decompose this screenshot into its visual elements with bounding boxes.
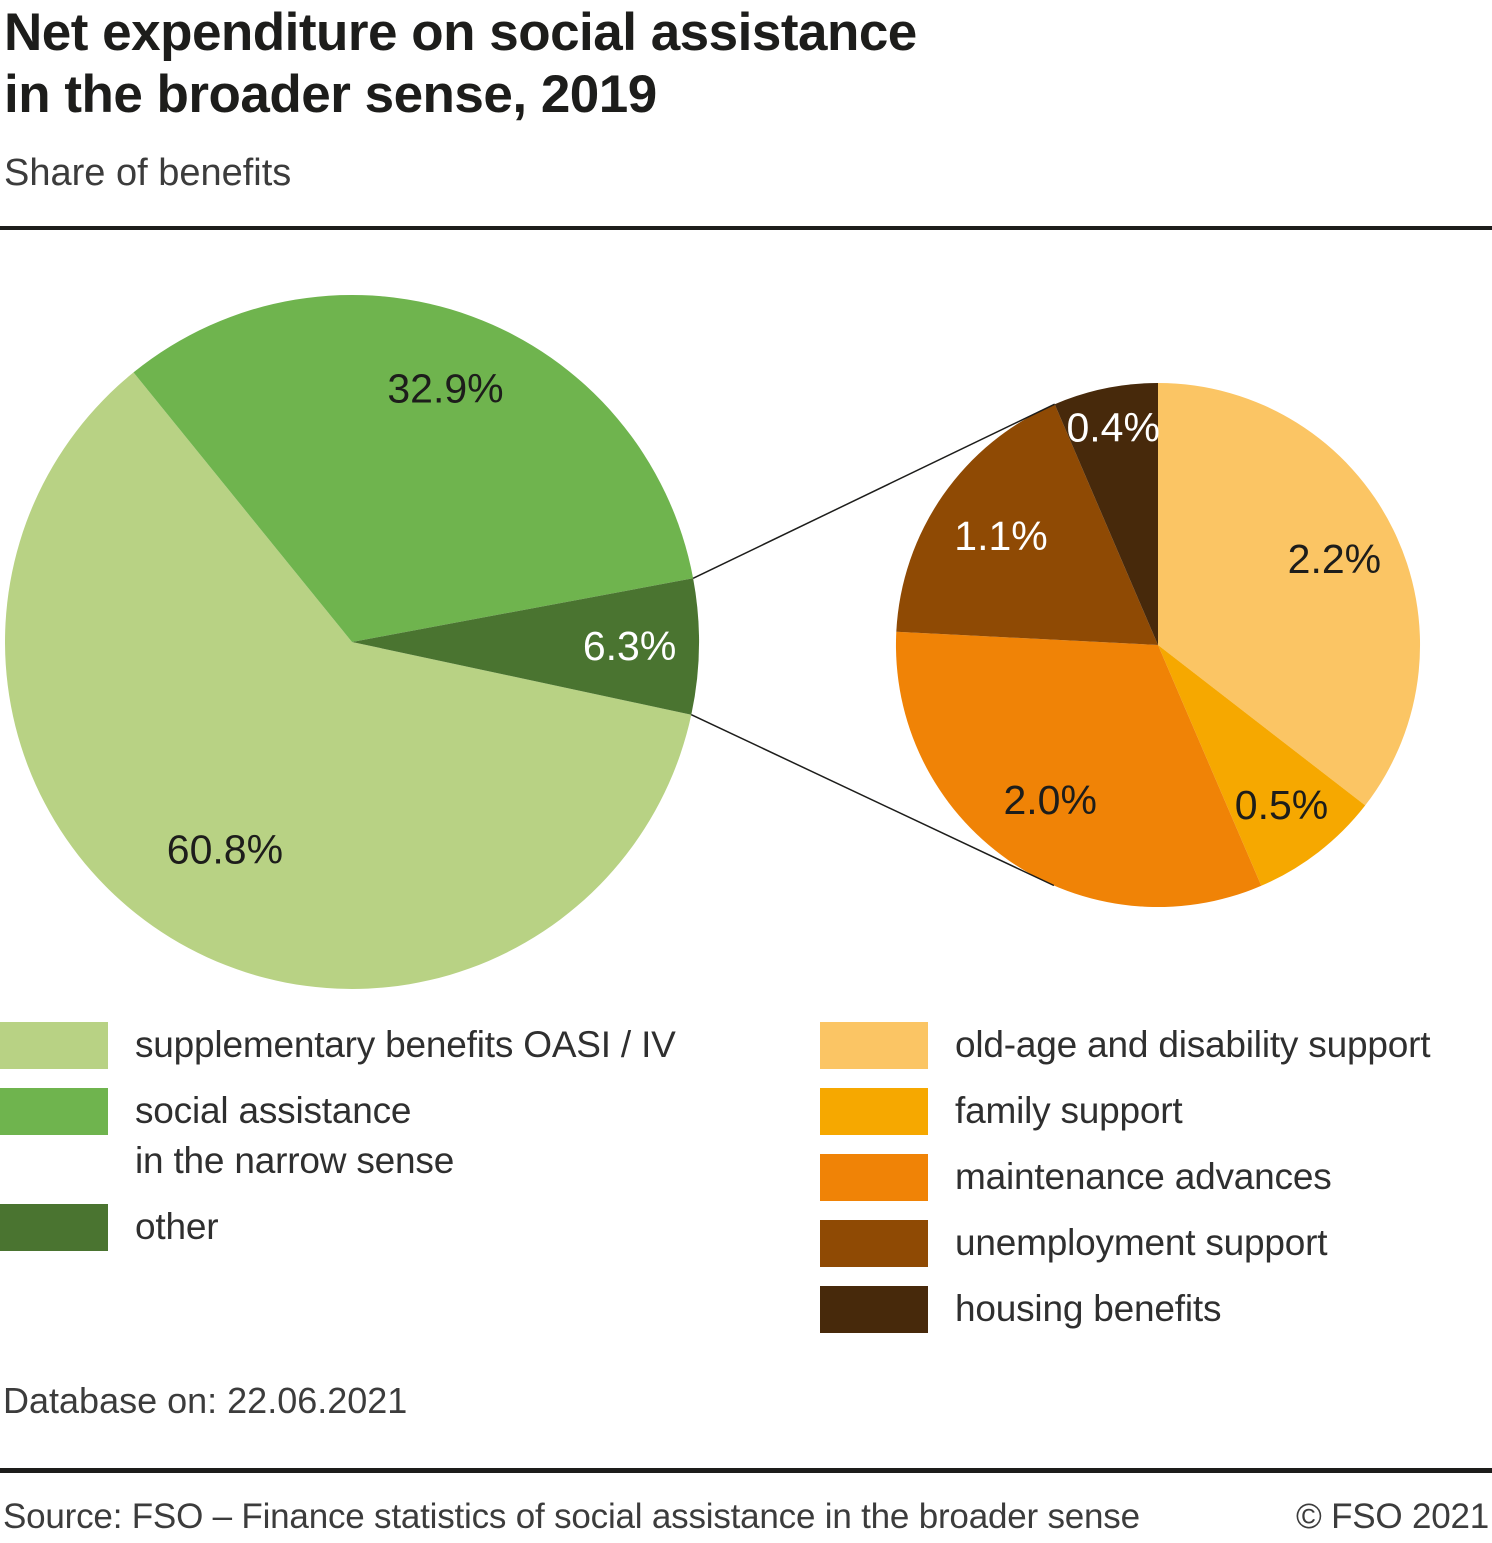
legend-label: family support xyxy=(955,1090,1183,1131)
legend-item-maintenance-advances: maintenance advances xyxy=(820,1154,1332,1202)
footer-source: Source: FSO – Finance statistics of soci… xyxy=(3,1497,1140,1536)
pie-slice xyxy=(5,372,692,989)
zoom-connector-line xyxy=(692,403,1056,579)
legend-label: maintenance advances xyxy=(955,1156,1332,1197)
pie-slice xyxy=(1054,383,1158,645)
legend-swatch xyxy=(820,1220,928,1267)
pie-slice-label: 1.1% xyxy=(954,513,1047,559)
legend-swatch xyxy=(820,1154,928,1201)
legend-swatch xyxy=(0,1088,108,1135)
page-subtitle: Share of benefits xyxy=(4,152,292,194)
legend-swatch xyxy=(820,1286,928,1333)
legend-item-unemployment-support: unemployment support xyxy=(820,1220,1328,1268)
pie-slice xyxy=(352,578,699,715)
pie-slice xyxy=(133,294,694,642)
pie-slice xyxy=(1158,383,1421,806)
pie-slice-label: 6.3% xyxy=(583,623,676,669)
pie-slice xyxy=(896,404,1158,645)
pie-slice xyxy=(1158,645,1366,886)
pie-slice-label: 0.5% xyxy=(1235,782,1328,828)
pie-slice xyxy=(895,631,1262,908)
pie-charts-canvas: 60.8% 32.9% 6.3% 2.2% 0.5% 2.0% 1.1% 0.4% xyxy=(5,294,1421,989)
legend-item-supplementary-benefits: supplementary benefits OASI / IV xyxy=(0,1022,676,1070)
pie-slice-label: 0.4% xyxy=(1066,404,1159,450)
legend-label: other xyxy=(135,1206,219,1247)
footer-divider xyxy=(0,1468,1492,1473)
legend-item-family-support: family support xyxy=(820,1088,1183,1136)
legend-label: housing benefits xyxy=(955,1288,1222,1329)
page-title-line2: in the broader sense, 2019 xyxy=(4,65,657,124)
pie-slice-label: 60.8% xyxy=(167,826,283,872)
social-assistance-main-pie: 60.8% 32.9% 6.3% xyxy=(5,294,699,989)
legend-item-social-assistance: social assistance in the narrow sense xyxy=(0,1088,454,1186)
legend-label: old-age and disability support xyxy=(955,1024,1431,1065)
footer: Source: FSO – Finance statistics of soci… xyxy=(3,1497,1489,1537)
legend-label: unemployment support xyxy=(955,1222,1328,1263)
legend-label: social assistance in the narrow sense xyxy=(135,1090,455,1181)
pie-slice-label: 2.0% xyxy=(1003,777,1096,823)
legend-swatch xyxy=(0,1204,108,1251)
page-title-line1: Net expenditure on social assistance xyxy=(4,3,917,62)
footer-copyright: © FSO 2021 xyxy=(1295,1497,1489,1536)
legend-item-other: other xyxy=(0,1204,219,1252)
legend-swatch xyxy=(820,1088,928,1135)
zoom-connector-line xyxy=(690,714,1055,887)
database-note: Database on: 22.06.2021 xyxy=(3,1380,408,1421)
legend-item-housing-benefits: housing benefits xyxy=(820,1286,1221,1334)
pie-slice-label: 2.2% xyxy=(1288,536,1381,582)
legend-swatch xyxy=(820,1022,928,1069)
legend-item-old-age-support: old-age and disability support xyxy=(820,1022,1431,1070)
other-breakdown-detail-pie: 2.2% 0.5% 2.0% 1.1% 0.4% xyxy=(895,383,1421,908)
page-title: Net expenditure on social assistance in t… xyxy=(4,2,917,126)
pie-slice-label: 32.9% xyxy=(387,365,503,411)
header-divider xyxy=(0,226,1492,230)
legend-label: supplementary benefits OASI / IV xyxy=(135,1024,676,1065)
legend-swatch xyxy=(0,1022,108,1069)
